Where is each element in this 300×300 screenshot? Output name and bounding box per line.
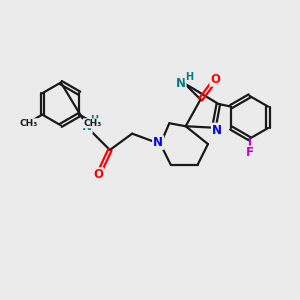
Text: N: N (153, 136, 163, 149)
Text: H: H (185, 72, 194, 82)
Text: H: H (90, 115, 98, 125)
Text: CH₃: CH₃ (83, 119, 102, 128)
Text: N: N (82, 120, 92, 133)
Text: O: O (210, 73, 220, 86)
Text: N: N (176, 76, 186, 90)
Text: O: O (93, 168, 103, 181)
Text: N: N (212, 124, 222, 136)
Text: CH₃: CH₃ (20, 119, 38, 128)
Text: F: F (246, 146, 254, 160)
